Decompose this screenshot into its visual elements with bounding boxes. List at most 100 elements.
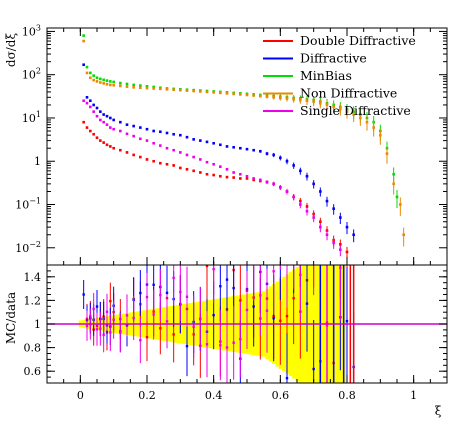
diffractive-point <box>339 216 342 219</box>
double-diffractive-ratio-point <box>172 333 175 336</box>
single-diffractive-point <box>185 153 189 157</box>
x-tick-label: 0 <box>77 389 84 402</box>
double-diffractive-point <box>199 171 202 174</box>
diffractive-point <box>252 148 255 152</box>
single-diffractive-ratio-point <box>95 328 99 331</box>
minbias-point <box>139 84 142 87</box>
bottom-y-tick-label: 1.2 <box>24 294 42 307</box>
double-diffractive-point <box>305 205 309 208</box>
diffractive-point <box>192 138 195 141</box>
non-diffractive-point <box>225 92 229 95</box>
non-diffractive-point <box>85 71 89 75</box>
non-diffractive-point <box>402 233 405 237</box>
diffractive-point <box>245 147 249 151</box>
single-diffractive-point <box>225 168 229 171</box>
non-diffractive-point <box>272 96 275 99</box>
single-diffractive-ratio-point <box>205 343 209 346</box>
single-diffractive-point <box>99 118 102 122</box>
legend-label-non-diffractive: Non Diffractive <box>300 86 397 101</box>
double-diffractive-point <box>95 136 99 139</box>
diffractive-point <box>205 140 209 144</box>
double-diffractive-point <box>252 178 255 182</box>
diffractive-point <box>85 96 89 99</box>
single-diffractive-point <box>319 225 322 229</box>
single-diffractive-ratio-point <box>306 216 308 218</box>
non-diffractive-point <box>385 152 389 155</box>
double-diffractive-point <box>205 172 209 176</box>
bottom-y-axis-label: MC/data <box>4 292 18 344</box>
single-diffractive-ratio-point <box>112 318 115 321</box>
non-diffractive-point <box>285 97 289 100</box>
single-diffractive-ratio-point <box>125 314 129 317</box>
minbias-point <box>105 79 109 82</box>
double-diffractive-point <box>145 158 149 161</box>
non-diffractive-point <box>259 94 262 98</box>
single-diffractive-ratio-point <box>232 341 235 344</box>
x-axis-label: ξ <box>435 404 442 418</box>
single-diffractive-ratio-point <box>119 331 122 334</box>
legend-label-minbias: MinBias <box>300 68 352 83</box>
diffractive-point <box>265 152 269 155</box>
non-diffractive-point <box>109 83 112 87</box>
diffractive-point <box>352 233 355 237</box>
x-tick-label: 0.2 <box>138 389 156 402</box>
single-diffractive-point <box>179 151 182 154</box>
diffractive-point <box>92 103 95 107</box>
double-diffractive-ratio-point <box>346 220 348 222</box>
diffractive-point <box>179 133 182 137</box>
double-diffractive-point <box>85 126 89 129</box>
single-diffractive-point <box>265 180 269 184</box>
double-diffractive-point <box>82 120 85 124</box>
non-diffractive-point <box>212 91 215 94</box>
double-diffractive-point <box>89 129 92 133</box>
double-diffractive-ratio-point <box>159 327 162 330</box>
double-diffractive-point <box>119 148 122 152</box>
non-diffractive-point <box>319 101 322 105</box>
diffractive-ratio-point <box>312 367 315 371</box>
diffractive-ratio-point <box>152 283 155 286</box>
diffractive-point <box>105 114 109 118</box>
non-diffractive-point <box>379 133 382 137</box>
single-diffractive-point <box>139 137 142 141</box>
single-diffractive-ratio-point <box>102 333 105 336</box>
non-diffractive-point <box>332 105 335 109</box>
legend-label-single-diffractive: Single Diffractive <box>300 103 411 118</box>
diffractive-ratio-point <box>232 286 235 290</box>
diffractive-ratio-point <box>165 291 169 295</box>
double-diffractive-point <box>232 176 235 179</box>
single-diffractive-ratio-point <box>279 224 281 226</box>
single-diffractive-ratio-point <box>145 295 149 299</box>
diffractive-ratio-point <box>292 246 294 248</box>
single-diffractive-point <box>102 120 105 124</box>
double-diffractive-point <box>172 164 175 167</box>
single-diffractive-ratio-point <box>292 241 294 243</box>
diffractive-point <box>319 190 322 193</box>
single-diffractive-point <box>92 110 95 113</box>
diffractive-point <box>119 120 122 124</box>
diffractive-point <box>325 199 329 203</box>
single-diffractive-point <box>82 99 85 103</box>
double-diffractive-ratio-point <box>285 314 289 318</box>
x-tick-label: 1 <box>410 389 417 402</box>
diffractive-point <box>285 159 289 163</box>
diffractive-point <box>299 169 302 173</box>
non-diffractive-point <box>119 84 122 88</box>
non-diffractive-point <box>112 83 115 87</box>
single-diffractive-point <box>212 162 215 166</box>
minbias-point <box>89 71 92 75</box>
minbias-point <box>82 34 85 37</box>
diffractive-point <box>219 143 222 147</box>
single-diffractive-ratio-point <box>152 313 155 316</box>
top-y-tick-exponent: 3 <box>36 23 41 32</box>
single-diffractive-ratio-point <box>319 242 321 244</box>
double-diffractive-ratio-point <box>312 237 314 239</box>
non-diffractive-point <box>102 82 105 85</box>
non-diffractive-point <box>95 80 99 83</box>
diffractive-point <box>125 123 129 126</box>
non-diffractive-point <box>159 87 162 91</box>
non-diffractive-point <box>325 103 329 107</box>
diffractive-point <box>232 145 235 149</box>
diffractive-point <box>102 113 105 116</box>
single-diffractive-point <box>145 139 149 142</box>
